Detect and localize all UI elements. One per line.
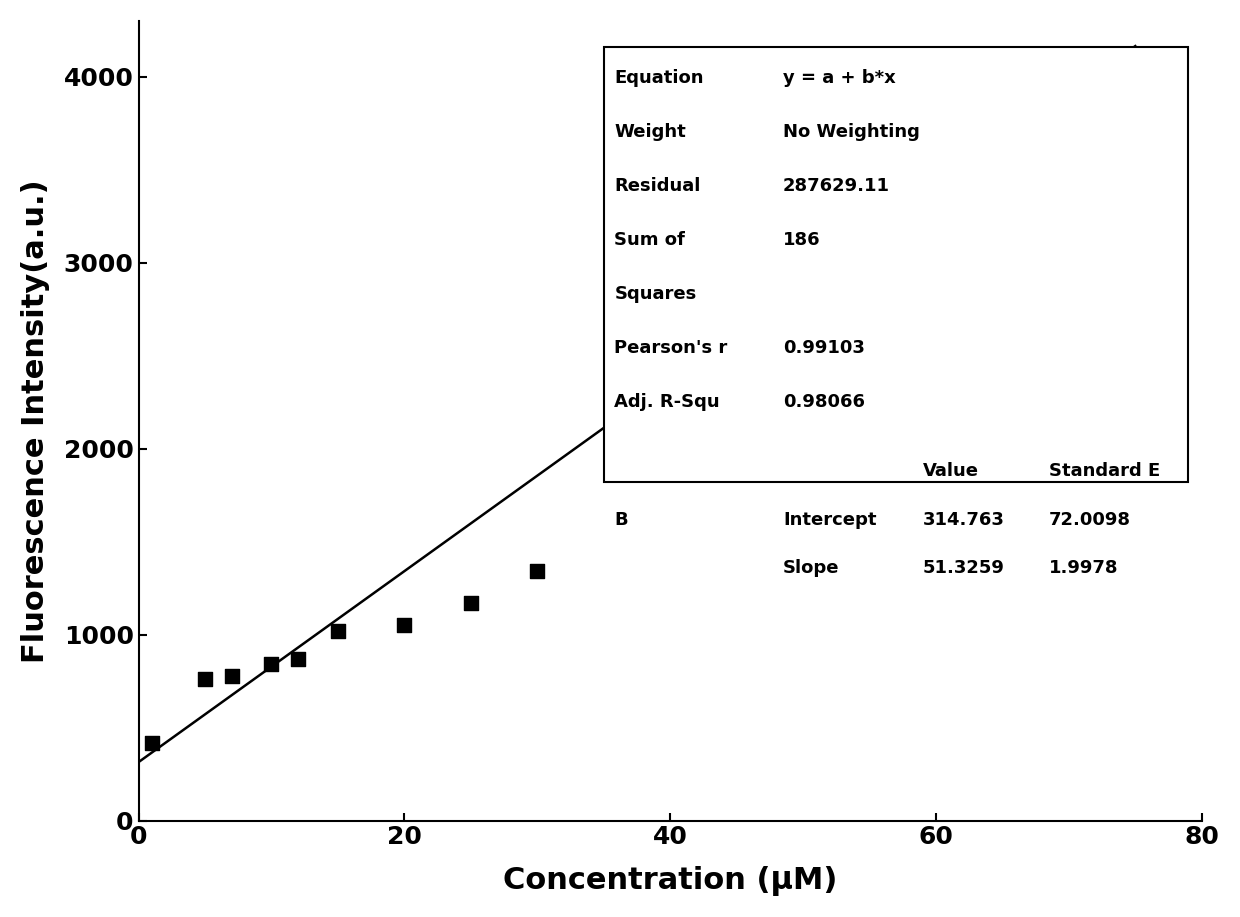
Point	[727, 372, 746, 387]
Text: 186: 186	[784, 231, 821, 249]
Text: 0.98066: 0.98066	[784, 392, 866, 411]
Text: Residual: Residual	[614, 177, 701, 195]
X-axis label: Concentration (μM): Concentration (μM)	[503, 867, 837, 896]
Y-axis label: Fluorescence Intensity(a.u.): Fluorescence Intensity(a.u.)	[21, 179, 50, 663]
Point	[766, 311, 786, 326]
Point	[288, 651, 308, 666]
Point	[262, 657, 281, 672]
Point	[926, 195, 946, 210]
Text: Standard E: Standard E	[1049, 461, 1161, 480]
Point	[394, 618, 414, 633]
Point	[1059, 56, 1079, 71]
Text: B: B	[614, 512, 627, 529]
Point	[141, 735, 161, 750]
Point	[634, 448, 653, 463]
Point	[794, 244, 813, 259]
Text: Sum of: Sum of	[614, 231, 686, 249]
Text: Intercept: Intercept	[784, 512, 877, 529]
Text: 51.3259: 51.3259	[923, 558, 1004, 577]
Text: 0.99103: 0.99103	[784, 339, 866, 357]
Text: 1.9978: 1.9978	[1049, 558, 1118, 577]
Point	[461, 596, 481, 611]
Point	[329, 624, 348, 638]
Text: 287629.11: 287629.11	[784, 177, 890, 195]
Text: 72.0098: 72.0098	[1049, 512, 1131, 529]
Text: Weight: Weight	[614, 123, 686, 141]
Point	[195, 672, 215, 687]
Text: Value: Value	[923, 461, 978, 480]
Text: y = a + b*x: y = a + b*x	[784, 69, 895, 87]
Text: No Weighting: No Weighting	[784, 123, 920, 141]
Point	[527, 564, 547, 579]
Point	[222, 668, 242, 683]
Text: Pearson's r: Pearson's r	[614, 339, 728, 357]
Point	[992, 193, 1012, 208]
Text: Equation: Equation	[614, 69, 704, 87]
Text: Slope: Slope	[784, 558, 839, 577]
Text: Squares: Squares	[614, 285, 697, 303]
FancyBboxPatch shape	[604, 47, 1188, 482]
Text: Adj. R-Squ: Adj. R-Squ	[614, 392, 720, 411]
Text: 314.763: 314.763	[923, 512, 1004, 529]
